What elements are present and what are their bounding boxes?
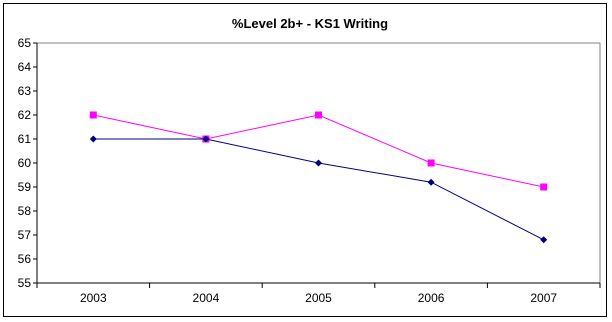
y-tick-label: 59	[18, 180, 32, 194]
data-point-diamond	[427, 178, 435, 186]
y-tick-label: 65	[18, 36, 32, 50]
x-tick-label: 2003	[80, 291, 107, 305]
x-tick-label: 2004	[193, 291, 220, 305]
chart-title: %Level 2b+ - KS1 Writing	[232, 16, 388, 31]
x-tick-label: 2007	[530, 291, 557, 305]
y-tick-label: 57	[18, 228, 32, 242]
y-tick-label: 55	[18, 276, 32, 290]
y-tick-label: 61	[18, 132, 32, 146]
data-point-diamond	[202, 135, 210, 143]
data-point-diamond	[89, 135, 97, 143]
data-point-diamond	[315, 159, 322, 167]
data-point-square	[89, 111, 97, 119]
x-tick-label: 2006	[418, 291, 445, 305]
y-tick-label: 60	[18, 156, 32, 170]
data-point-square	[540, 183, 548, 191]
y-tick-label: 58	[18, 204, 32, 218]
y-tick-label: 64	[18, 60, 32, 74]
y-tick-label: 62	[18, 108, 32, 122]
y-tick-label: 63	[18, 84, 32, 98]
data-point-square	[315, 111, 322, 119]
data-point-diamond	[540, 236, 548, 244]
y-tick-label: 56	[18, 252, 32, 266]
x-tick-label: 2005	[305, 291, 332, 305]
data-point-square	[427, 159, 435, 167]
